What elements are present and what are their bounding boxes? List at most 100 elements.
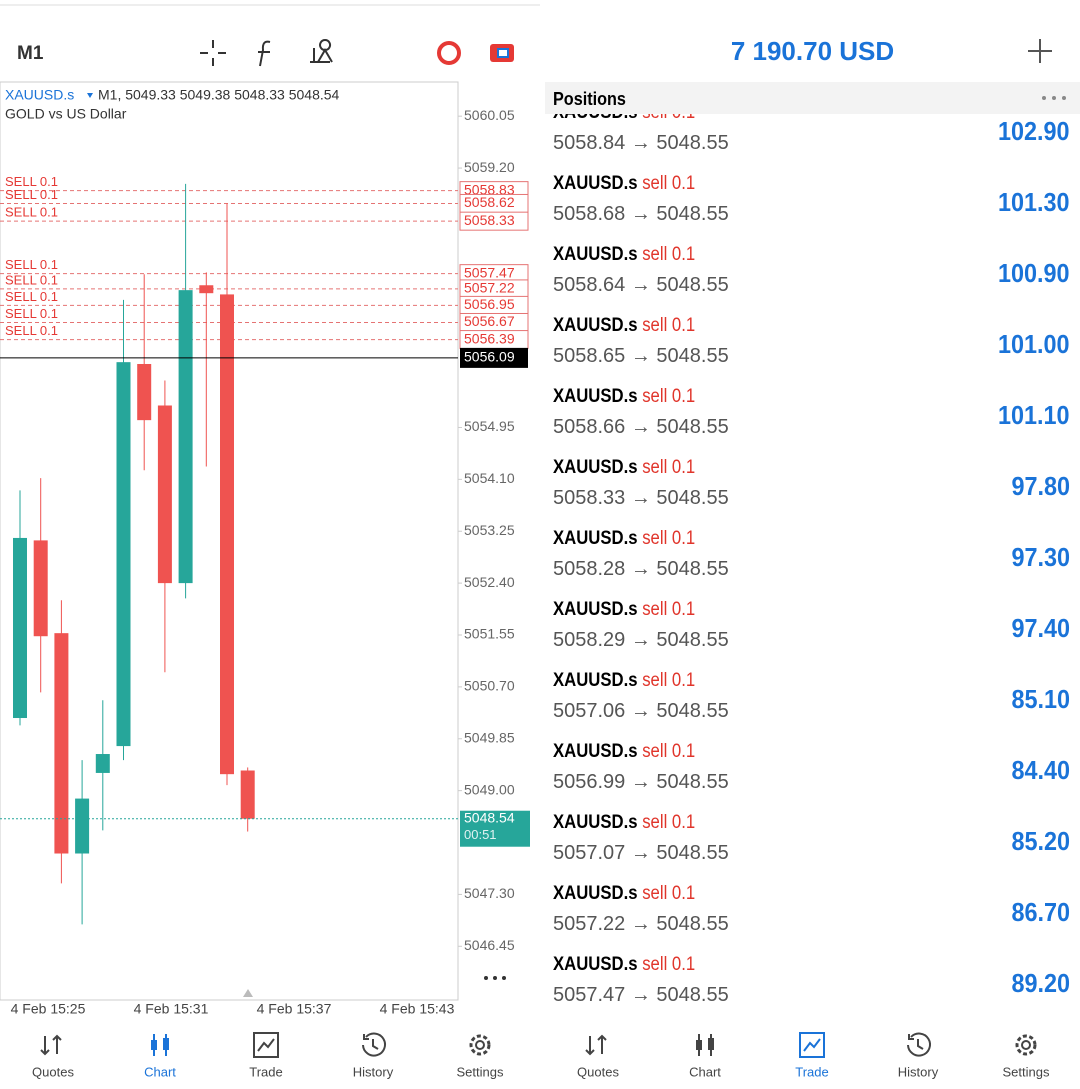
symbol: XAUUSD.s: [553, 114, 638, 123]
prices: 5058.65 → 5048.55: [553, 345, 729, 368]
open-price: 5058.33: [553, 487, 626, 509]
position-row[interactable]: XAUUSD.s sell 0.1 5058.28 → 5048.55 97.30: [545, 528, 1080, 611]
position-row[interactable]: XAUUSD.s sell 0.1 5058.84 → 5048.55 102.90: [545, 114, 1080, 185]
position-title: XAUUSD.s sell 0.1: [553, 386, 695, 408]
objects-icon[interactable]: [310, 39, 333, 63]
symbol: XAUUSD.s: [553, 386, 638, 407]
position-row[interactable]: XAUUSD.s sell 0.1 5058.33 → 5048.55 97.80: [545, 457, 1080, 540]
current-price: 5048.55: [656, 416, 729, 438]
position-title: XAUUSD.s sell 0.1: [553, 315, 695, 337]
prices: 5058.66 → 5048.55: [553, 416, 729, 439]
position-row[interactable]: XAUUSD.s sell 0.1 5058.29 → 5048.55 97.40: [545, 599, 1080, 682]
current-price: 5048.55: [656, 487, 729, 509]
order-price: 5056.67: [464, 313, 515, 329]
order-price: 5058.83: [464, 181, 515, 197]
position-row[interactable]: XAUUSD.s sell 0.1 5057.06 → 5048.55 85.10: [545, 670, 1080, 753]
position-title: XAUUSD.s sell 0.1: [553, 599, 695, 621]
position-row[interactable]: XAUUSD.s sell 0.1 5057.47 → 5048.55 89.20: [545, 954, 1080, 1016]
side: sell 0.1: [642, 244, 696, 265]
dropdown-icon[interactable]: [87, 93, 93, 98]
side: sell 0.1: [642, 599, 696, 620]
candle-body: [137, 363, 152, 421]
more-icon[interactable]: [1040, 94, 1070, 102]
current-price: 5048.55: [656, 345, 729, 367]
nav-tab[interactable]: Trade: [795, 1032, 829, 1079]
prices: 5057.07 → 5048.55: [553, 842, 729, 865]
add-button[interactable]: [1025, 36, 1055, 66]
arrow: →: [630, 700, 651, 722]
indicator-icon[interactable]: [258, 40, 271, 67]
settings-icon: [1015, 1034, 1037, 1056]
nav-tab[interactable]: History: [898, 1032, 939, 1080]
symbol: XAUUSD.s: [553, 812, 638, 833]
symbol[interactable]: XAUUSD.s: [5, 87, 74, 103]
profit: 85.10: [1011, 684, 1070, 714]
arrow: →: [630, 984, 651, 1006]
crosshair-icon[interactable]: [200, 40, 226, 66]
arrow: →: [630, 274, 651, 296]
open-price: 5057.07: [553, 842, 626, 864]
quotes-icon: [40, 1034, 62, 1056]
position-row[interactable]: XAUUSD.s sell 0.1 5056.99 → 5048.55 84.40: [545, 741, 1080, 824]
arrow: →: [630, 132, 651, 154]
open-price: 5058.28: [553, 558, 626, 580]
nav-tab[interactable]: Chart: [144, 1034, 176, 1079]
positions-list: XAUUSD.s sell 0.1 5058.84 → 5048.55 102.90…: [545, 114, 1080, 1016]
candle-body: [178, 290, 193, 584]
position-title: XAUUSD.s sell 0.1: [553, 457, 695, 479]
candle-body: [33, 540, 48, 637]
bid-timer: 00:51: [464, 827, 497, 842]
profit: 97.40: [1011, 613, 1070, 643]
order-price: 5056.39: [464, 330, 515, 346]
position-row[interactable]: XAUUSD.s sell 0.1 5058.65 → 5048.55 101.00: [545, 315, 1080, 398]
side: sell 0.1: [642, 386, 696, 407]
open-price: 5058.68: [553, 203, 626, 225]
timeframe[interactable]: M1: [17, 43, 44, 64]
symbol: XAUUSD.s: [553, 670, 638, 691]
nav-label: Trade: [795, 1064, 828, 1079]
bid-price: 5048.54: [464, 809, 515, 825]
y-tick-label: 5059.20: [464, 159, 515, 175]
order-price: 5057.47: [464, 264, 515, 280]
y-tick-label: 5050.70: [464, 678, 515, 694]
nav-tab[interactable]: Settings: [457, 1034, 504, 1079]
nav-label: Trade: [249, 1064, 282, 1079]
order-price: 5058.33: [464, 212, 515, 228]
more-icon[interactable]: [484, 976, 506, 980]
plot-frame: [0, 81, 459, 1001]
x-tick-label: 4 Feb 15:43: [380, 1001, 455, 1017]
candle-body: [240, 770, 255, 819]
position-row[interactable]: XAUUSD.s sell 0.1 5058.64 → 5048.55 100.90: [545, 244, 1080, 327]
order-label: SELL 0.1: [5, 306, 58, 321]
chart-icon-bodies: [696, 1038, 714, 1050]
sync-icon[interactable]: [437, 41, 461, 65]
current-price: 5048.55: [656, 771, 729, 793]
nav-label: Quotes: [32, 1064, 74, 1079]
side: sell 0.1: [642, 457, 696, 478]
nav-tab[interactable]: Chart: [689, 1034, 721, 1079]
nav-tab[interactable]: Quotes: [577, 1034, 619, 1079]
y-tick-label: 5049.85: [464, 729, 515, 745]
side: sell 0.1: [642, 173, 696, 194]
position-title: XAUUSD.s sell 0.1: [553, 173, 695, 195]
price-box: [460, 347, 528, 368]
order-price: 5056.95: [464, 296, 515, 312]
position-row[interactable]: XAUUSD.s sell 0.1 5058.66 → 5048.55 101.10: [545, 386, 1080, 469]
toolbar: [200, 39, 514, 67]
symbol: XAUUSD.s: [553, 528, 638, 549]
order-label: SELL 0.1: [5, 289, 58, 304]
position-row[interactable]: XAUUSD.s sell 0.1 5057.07 → 5048.55 85.20: [545, 812, 1080, 895]
position-row[interactable]: XAUUSD.s sell 0.1 5058.68 → 5048.55 101.30: [545, 173, 1080, 256]
nav-tab[interactable]: Settings: [1003, 1034, 1050, 1079]
description: GOLD vs US Dollar: [5, 106, 127, 122]
side: sell 0.1: [642, 315, 696, 336]
position-title: XAUUSD.s sell 0.1: [553, 528, 695, 550]
side: sell 0.1: [642, 954, 696, 975]
position-row[interactable]: XAUUSD.s sell 0.1 5057.22 → 5048.55 86.70: [545, 883, 1080, 966]
ohlc-info: M1, 5049.33 5049.38 5048.33 5048.54: [98, 87, 340, 103]
nav-tab[interactable]: Trade: [249, 1032, 283, 1079]
trade-icon: [253, 1032, 279, 1058]
nav-tab[interactable]: History: [353, 1032, 394, 1080]
nav-tab[interactable]: Quotes: [32, 1034, 74, 1079]
arrow: →: [630, 629, 651, 651]
